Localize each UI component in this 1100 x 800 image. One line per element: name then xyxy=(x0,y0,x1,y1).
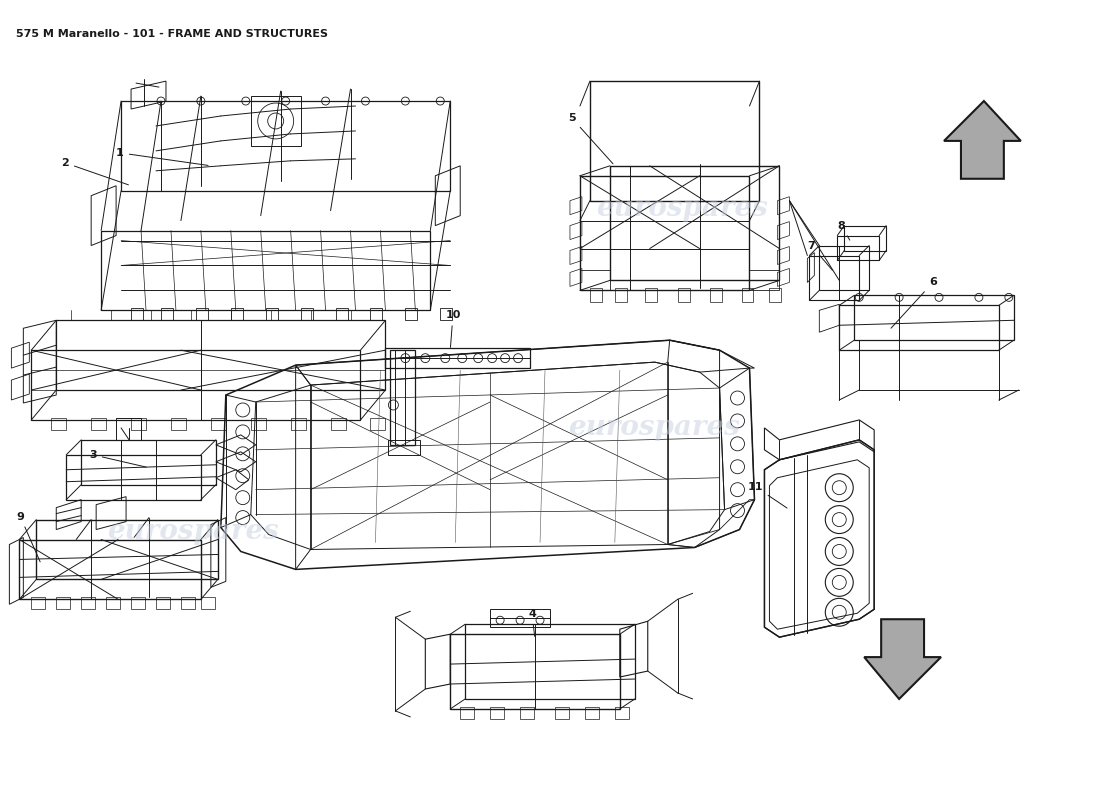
Text: 9: 9 xyxy=(16,511,41,562)
Text: 5: 5 xyxy=(568,113,613,164)
Text: 11: 11 xyxy=(748,482,788,508)
Text: 2: 2 xyxy=(62,158,129,185)
Text: 3: 3 xyxy=(89,450,146,467)
Text: eurospares: eurospares xyxy=(596,195,768,222)
Text: 6: 6 xyxy=(891,278,937,328)
Polygon shape xyxy=(865,619,940,699)
Text: eurospares: eurospares xyxy=(569,414,740,442)
Text: 7: 7 xyxy=(807,241,833,270)
Polygon shape xyxy=(944,101,1021,178)
Text: 10: 10 xyxy=(446,310,461,347)
Text: 1: 1 xyxy=(117,148,208,166)
Text: eurospares: eurospares xyxy=(108,518,279,545)
Text: 8: 8 xyxy=(837,221,850,240)
Text: 575 M Maranello - 101 - FRAME AND STRUCTURES: 575 M Maranello - 101 - FRAME AND STRUCT… xyxy=(16,30,329,39)
Text: 4: 4 xyxy=(528,610,536,637)
